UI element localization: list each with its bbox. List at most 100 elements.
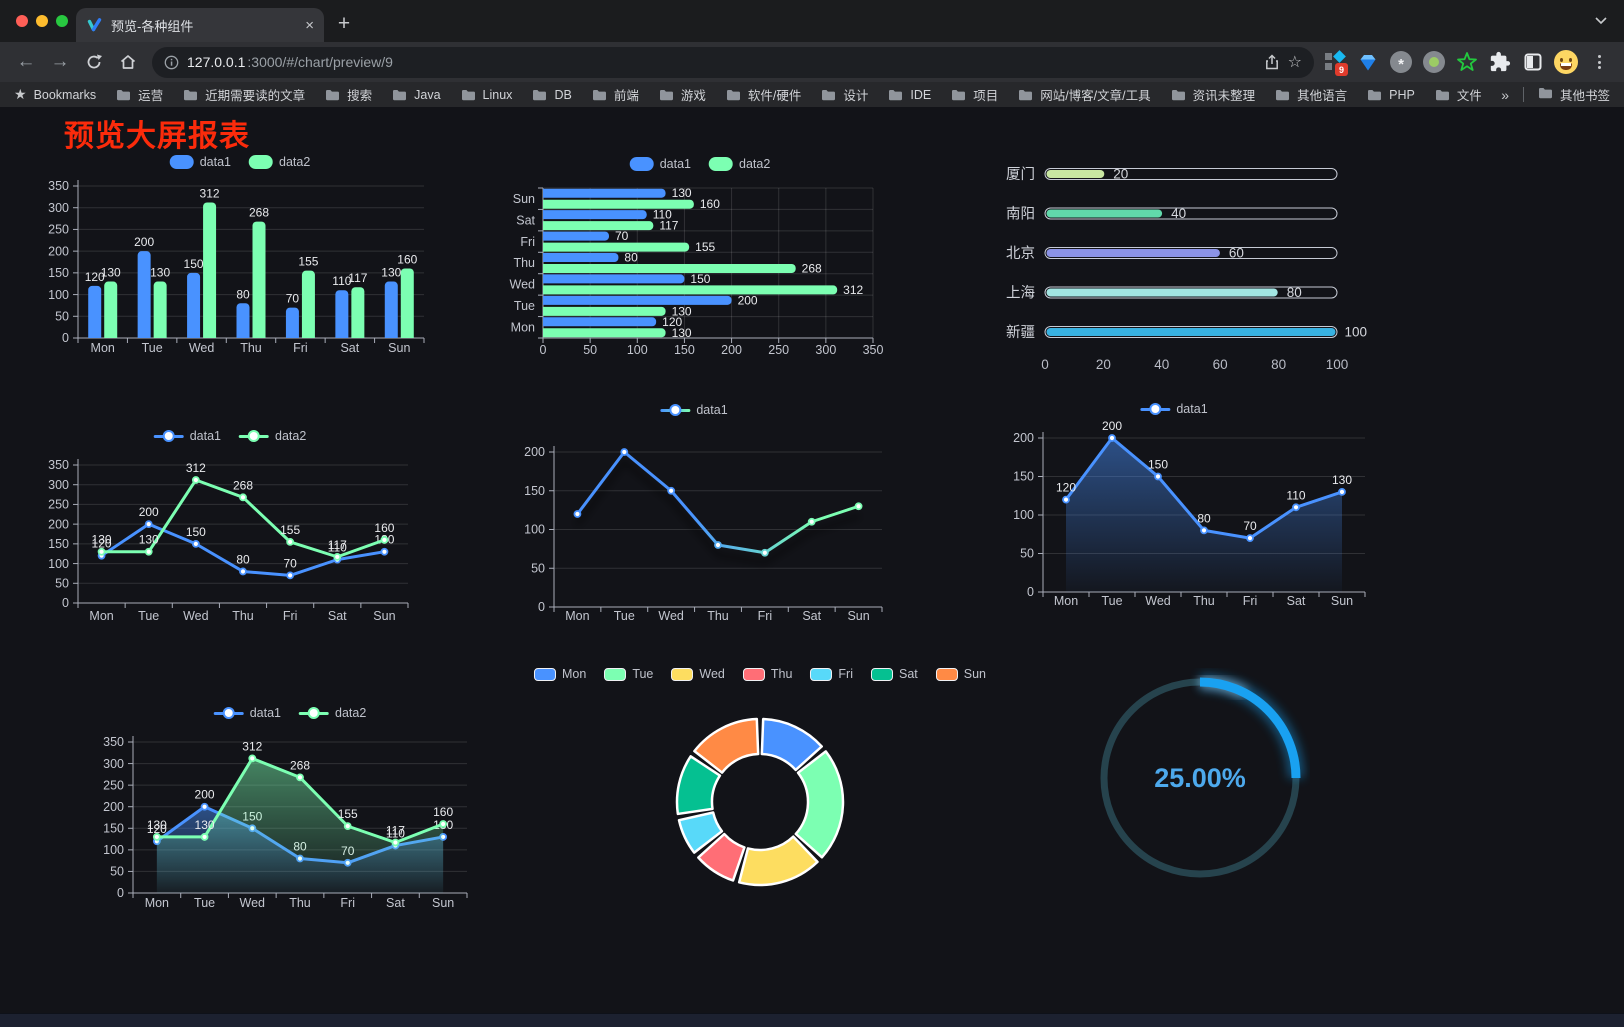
bookmark-folder[interactable]: 游戏 [659,85,706,104]
two-series-area-chart[interactable]: 0 50 100 150 200 250 300 350 Mon Tue Wed Thu Fri Sat S… [95,700,485,922]
svg-text:200: 200 [195,788,215,802]
bookmark-folder[interactable]: 设计 [821,85,868,104]
legend-item[interactable]: data1 [660,403,728,417]
svg-text:Sat: Sat [516,213,535,227]
line-area-canvas[interactable]: 0 50 100 150 200 Mon Tue Wed Thu Fri Sat Sun 120 200 1… [978,388,1370,616]
legend-item[interactable]: data2 [249,155,310,169]
bookmark-folder-label: IDE [910,87,932,102]
svg-text:350: 350 [48,458,69,472]
bookmark-folder[interactable]: 运营 [116,85,163,104]
close-window-button[interactable] [16,15,28,27]
home-button[interactable] [112,46,144,78]
bookmark-folder[interactable]: 资讯未整理 [1171,85,1255,104]
legend-item[interactable]: Thu [742,667,792,681]
bar-horizontal-canvas[interactable]: 0 50 100 150 200 250 300 350 Mon Tue Wed Thu Fri Sat S… [500,150,900,368]
svg-text:150: 150 [674,343,695,357]
legend-item[interactable]: data1 [169,155,231,169]
grouped-bar-chart[interactable]: 0 50 100 150 200 250 300 350 Mon Tue Wed Thu Fri Sat S… [40,146,440,368]
new-tab-button[interactable]: + [337,12,351,35]
info-icon[interactable] [164,55,179,70]
bookmark-folder[interactable]: Linux [461,85,512,104]
other-bookmarks-folder[interactable]: 其他书签 [1538,85,1610,104]
two-series-line-chart[interactable]: 0 50 100 150 200 250 300 350 Mon Tue Wed Thu Fri Sat S… [40,425,420,637]
line-area-two-canvas[interactable]: 0 50 100 150 200 250 300 350 Mon Tue Wed Thu Fri Sat S… [95,700,485,922]
extension-star-icon[interactable] [1454,49,1480,75]
bookmark-folder[interactable]: IDE [888,85,931,104]
bookmarks-overflow-chevron[interactable]: » [1501,86,1509,103]
gauge-canvas[interactable]: 25.00% [1090,668,1310,888]
svg-text:100: 100 [48,557,69,571]
svg-text:200: 200 [103,800,124,814]
zoom-window-button[interactable] [56,15,68,27]
bar-vertical-canvas[interactable]: 0 50 100 150 200 250 300 350 Mon Tue Wed Thu Fri Sat S… [40,146,440,368]
legend-item[interactable]: data2 [299,706,366,720]
bookmark-folder[interactable]: 项目 [951,85,998,104]
legend-item[interactable]: Sat [871,667,918,681]
legend-item[interactable]: data1 [153,429,221,443]
bookmark-star-icon[interactable]: ☆ [1287,54,1302,71]
minimize-window-button[interactable] [36,15,48,27]
svg-text:200: 200 [134,235,154,249]
donut-chart[interactable]: Mon Tue Wed Thu Fri Sat Sun [533,662,986,910]
tab-close-icon[interactable]: × [305,16,314,34]
legend-item[interactable]: data2 [709,157,770,171]
donut-canvas[interactable] [555,662,965,910]
gradient-line-chart[interactable]: 0 50 100 150 200 Mon Tue Wed Thu Fri Sat Sun data1 [498,398,890,630]
bookmark-folder[interactable]: 软件/硬件 [726,85,801,104]
progress-bars-canvas[interactable]: 厦门 20 南阳 40 北京 60 上海 80 新疆 100 0 20 40 60 80 100 [985,150,1385,385]
progress-bar-chart[interactable]: 厦门 20 南阳 40 北京 60 上海 80 新疆 100 0 20 40 60 80 100 [985,150,1385,385]
svg-text:70: 70 [615,229,629,243]
svg-text:100: 100 [627,343,648,357]
extensions-puzzle-icon[interactable] [1487,49,1513,75]
svg-text:130: 130 [672,186,692,200]
bookmark-folder[interactable]: 网站/博客/文章/工具 [1018,85,1151,104]
svg-text:150: 150 [184,257,204,271]
reload-button[interactable] [78,46,110,78]
extension-contrast-icon[interactable] [1520,49,1546,75]
horizontal-bar-chart[interactable]: 0 50 100 150 200 250 300 350 Mon Tue Wed Thu Fri Sat S… [500,150,900,368]
bookmarks-manager[interactable]: ★ Bookmarks [14,86,96,103]
address-bar[interactable]: 127.0.0.1:3000/#/chart/preview/9 ☆ [152,46,1314,78]
gauge-chart[interactable]: 25.00% [1090,668,1310,888]
legend-item[interactable]: Mon [533,667,586,681]
legend-item[interactable]: Wed [671,667,725,681]
bookmark-folder[interactable]: Java [392,85,441,104]
forward-button[interactable]: → [50,51,70,72]
bookmark-folder[interactable]: DB [532,85,572,104]
legend-item[interactable]: data2 [239,429,306,443]
folder-icon [726,89,740,100]
legend-item[interactable]: data1 [213,706,281,720]
line-gradient-canvas[interactable]: 0 50 100 150 200 Mon Tue Wed Thu Fri Sat Sun [498,398,890,630]
back-button[interactable]: ← [16,51,36,72]
extension-asterisk-icon[interactable]: * [1388,49,1414,75]
extension-dot-icon[interactable] [1421,49,1447,75]
bookmark-folder[interactable]: 搜索 [325,85,372,104]
bookmark-folder[interactable]: 前端 [592,85,639,104]
bookmark-folder-label: 设计 [843,89,869,103]
legend-item[interactable]: data1 [1140,402,1208,416]
svg-text:268: 268 [802,262,822,276]
legend-item[interactable]: Fri [810,667,853,681]
svg-text:Thu: Thu [513,256,535,270]
extension-grid-diamond-icon[interactable]: 9 [1322,49,1348,76]
svg-text:200: 200 [139,505,159,519]
bookmark-folder[interactable]: 其他语言 [1275,85,1347,104]
profile-avatar[interactable] [1553,49,1579,75]
legend-item[interactable]: Sun [935,667,986,681]
line-two-series-canvas[interactable]: 0 50 100 150 200 250 300 350 Mon Tue Wed Thu Fri Sat S… [40,425,420,637]
browser-tab[interactable]: 预览-各种组件 × [76,8,324,42]
bookmark-folder[interactable]: 文件服务器 [1435,85,1481,104]
share-icon[interactable] [1264,53,1280,71]
legend-item[interactable]: data1 [629,157,691,171]
legend-item[interactable]: Tue [604,667,653,681]
svg-text:250: 250 [768,343,789,357]
extension-gem-icon[interactable] [1355,49,1381,75]
svg-text:0: 0 [1041,357,1049,372]
area-line-chart[interactable]: 0 50 100 150 200 Mon Tue Wed Thu Fri Sat Sun 120 200 1… [978,388,1370,616]
bookmark-folder[interactable]: 近期需要读的文章 [183,85,305,104]
legend-swatch [742,667,765,681]
svg-text:Sun: Sun [847,609,869,623]
menu-kebab-icon[interactable] [1586,49,1612,75]
bookmark-folder[interactable]: PHP [1367,85,1415,104]
chevron-down-icon[interactable] [1594,15,1608,25]
